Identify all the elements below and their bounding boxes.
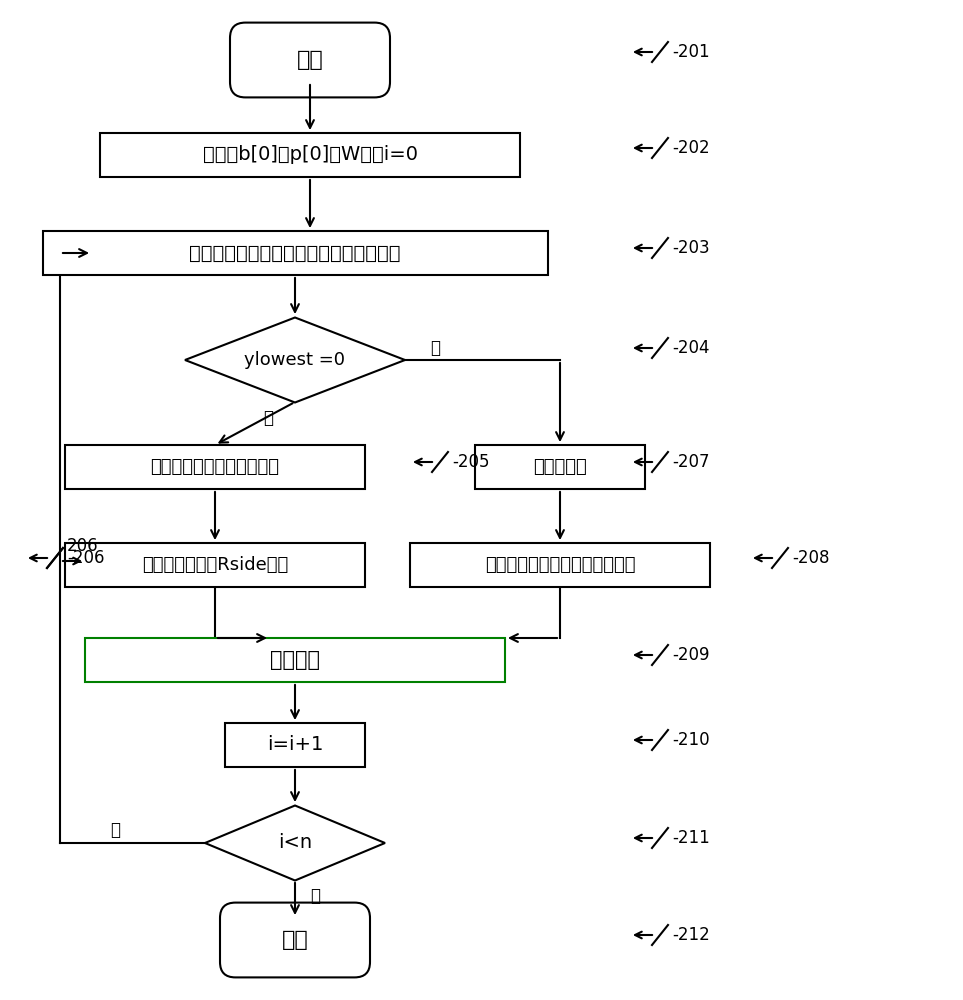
FancyBboxPatch shape [220,903,370,977]
Text: 否: 否 [310,887,320,905]
Text: 206: 206 [67,537,98,555]
Text: 否: 否 [430,339,440,357]
Text: ylowest =0: ylowest =0 [245,351,346,369]
Text: -212: -212 [672,926,710,944]
Polygon shape [205,806,385,880]
Text: 调整长宽比: 调整长宽比 [534,458,586,476]
Text: 更新顶线: 更新顶线 [270,650,320,670]
Bar [65,445,365,489]
Text: 放置模块，更新Rside的值: 放置模块，更新Rside的值 [142,556,288,574]
Text: 初始长宽决定软模块的形状: 初始长宽决定软模块的形状 [150,458,279,476]
Text: 寻找最低最合适的位置放置模块: 寻找最低最合适的位置放置模块 [484,556,636,574]
Text: -208: -208 [792,549,829,567]
Text: -205: -205 [452,453,489,471]
Text: -206: -206 [67,549,105,567]
Text: 是: 是 [110,821,120,839]
Text: -211: -211 [672,829,710,847]
Bar [42,231,548,275]
Text: -204: -204 [672,339,710,357]
Bar [65,543,365,587]
Text: -210: -210 [672,731,710,749]
Text: i=i+1: i=i+1 [267,736,324,754]
Text: 开始: 开始 [297,50,324,70]
Bar [410,543,710,587]
Bar [225,723,365,767]
Polygon shape [185,318,405,402]
Text: i<n: i<n [278,834,312,852]
Bar [100,133,520,177]
Text: 初始化b[0]，p[0]，W，令i=0: 初始化b[0]，p[0]，W，令i=0 [202,145,418,164]
Text: 是: 是 [263,409,273,427]
FancyBboxPatch shape [230,23,390,97]
Text: -201: -201 [672,43,710,61]
Text: 选择合适的顶线位置和布局原则放置模块: 选择合适的顶线位置和布局原则放置模块 [190,243,401,262]
Text: -207: -207 [672,453,710,471]
Text: -209: -209 [672,646,710,664]
Text: 结束: 结束 [281,930,308,950]
Text: -202: -202 [672,139,710,157]
Bar [475,445,645,489]
Text: -203: -203 [672,239,710,257]
Bar [85,638,505,682]
